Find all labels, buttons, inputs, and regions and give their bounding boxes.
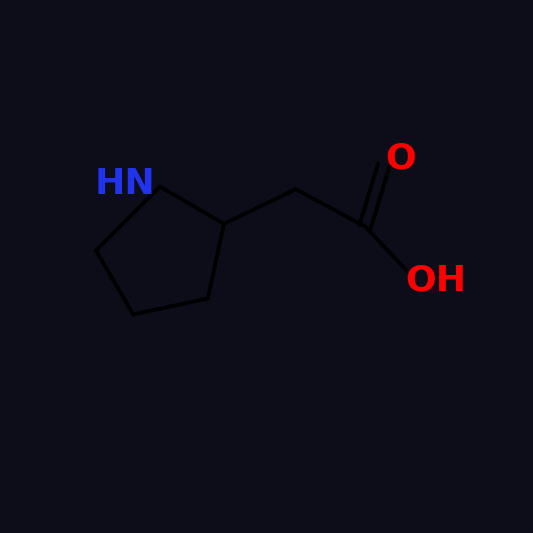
Text: O: O [385, 142, 416, 176]
Text: OH: OH [406, 264, 466, 298]
Text: HN: HN [95, 167, 156, 201]
